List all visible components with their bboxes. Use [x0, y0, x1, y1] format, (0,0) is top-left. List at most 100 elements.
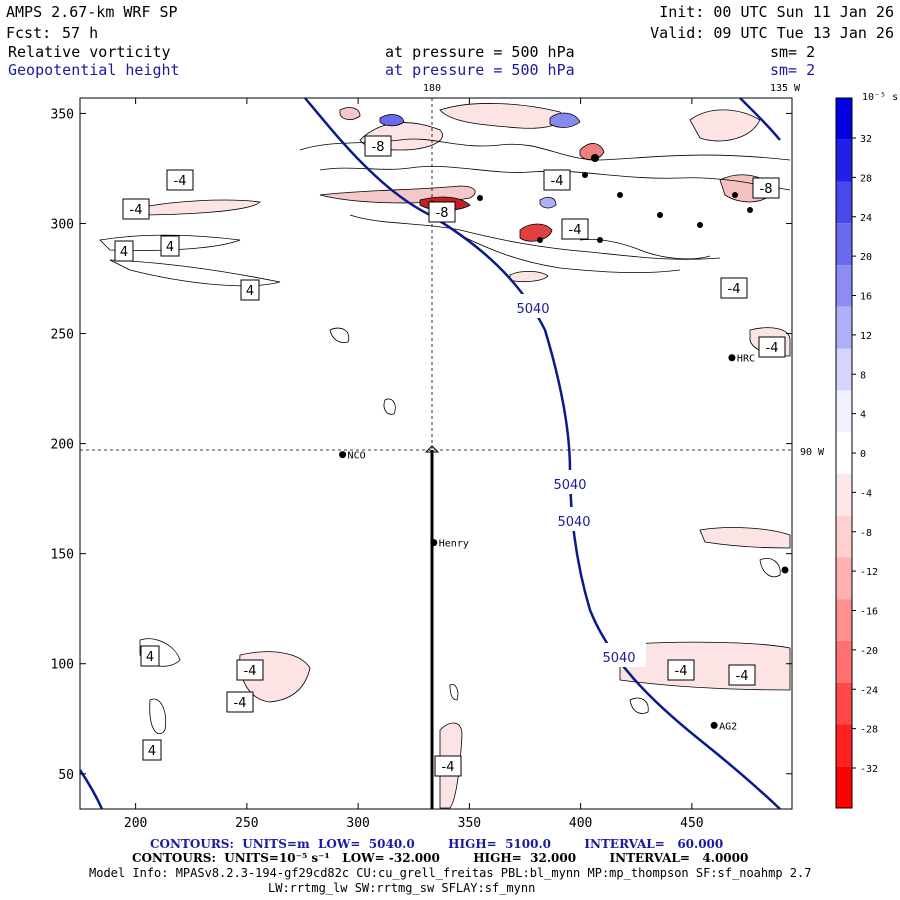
- field2-name: Geopotential height: [8, 61, 180, 79]
- vorticity-label-box: [240, 279, 260, 301]
- meridian-label-90w: 90 W: [800, 447, 825, 458]
- vorticity-label: 4: [120, 245, 128, 260]
- colorbar-swatch: [836, 766, 852, 808]
- colorbar-tick-label: -12: [860, 567, 878, 578]
- x-tick-label: 400: [569, 816, 592, 831]
- colorbar-tick-label: -24: [860, 685, 878, 696]
- model-title: AMPS 2.67-km WRF SP: [6, 3, 178, 21]
- colorbar-swatch: [836, 432, 852, 474]
- height-contour-5040: [304, 97, 781, 810]
- colorbar-swatch: [836, 181, 852, 224]
- y-tick-label: 200: [51, 438, 74, 453]
- y-tick-label: 50: [58, 768, 74, 783]
- colorbar-swatch: [836, 139, 852, 182]
- colorbar-tick-label: -28: [860, 725, 878, 736]
- colorbar-tick-label: -32: [860, 764, 878, 775]
- colorbar-tick-label: 4: [860, 410, 866, 421]
- pole-marker-icon: [424, 445, 440, 453]
- colorbar-tick-label: 16: [860, 292, 872, 303]
- station-marker: [710, 721, 718, 729]
- y-tick-label: 250: [51, 328, 74, 343]
- vorticity-label-box: [561, 218, 589, 240]
- x-tick-label: 450: [680, 816, 703, 831]
- vorticity-label-box: [758, 336, 786, 358]
- vorticity-label: -4: [130, 203, 143, 218]
- init-time: Init: 00 UTC Sun 11 Jan 26: [659, 3, 894, 21]
- height-contour-5040-right: [739, 97, 781, 141]
- y-tick-label: 100: [51, 658, 74, 673]
- colorbar-swatch: [836, 265, 852, 307]
- vorticity-label-box: [114, 240, 134, 262]
- vorticity-label: -8: [760, 182, 773, 197]
- height-label: 5040: [516, 302, 549, 317]
- vorticity-label: -4: [551, 174, 564, 189]
- plot-area: 5040 5040 5040 5040 -8 -8 -8 -4 -4 -4 -4 -4 -4 -4…: [78, 97, 793, 810]
- vorticity-label-box: [543, 169, 571, 191]
- height-label: 5040: [557, 515, 590, 530]
- station-label: NCO: [348, 451, 366, 462]
- colorbar-swatch: [836, 98, 852, 140]
- vorticity-label: -4: [736, 669, 749, 684]
- vorticity-label: -4: [442, 760, 455, 775]
- y-tick-label: 300: [51, 217, 74, 232]
- colorbar-swatch: [836, 473, 852, 516]
- vorticity-label: 4: [146, 650, 154, 665]
- station-label: HRC: [737, 354, 755, 365]
- vorticity-label-box: [166, 169, 194, 191]
- colorbar-tick-label: 0: [860, 449, 866, 460]
- colorbar-swatch: [836, 599, 852, 641]
- vorticity-label-box: [434, 755, 462, 777]
- vorticity-label: -8: [436, 206, 449, 221]
- colorbar-tick-label: 24: [860, 213, 872, 224]
- vorticity-labels: -8 -8 -8 -4 -4 -4 -4 -4 -4 -4 -4 -4 -4 -4 4 4 4 4 4: [114, 135, 786, 777]
- meridian-label-135w: 135 W: [770, 83, 801, 94]
- colorbar-swatch: [836, 557, 852, 600]
- footer-model-info: Model Info: MPASv8.2.3-194-gf29cd82c CU:…: [89, 866, 811, 880]
- vorticity-label-box: [667, 659, 695, 681]
- stations: NCO Henry HRC AG2: [339, 354, 755, 732]
- station-label: AG2: [719, 721, 737, 732]
- field1-level: at pressure = 500 hPa: [385, 43, 575, 61]
- vorticity-label: 4: [246, 284, 254, 299]
- valid-time: Valid: 09 UTC Tue 13 Jan 26: [650, 24, 894, 42]
- edge-station-marker: [781, 566, 789, 574]
- colorbar-swatch: [836, 223, 852, 266]
- vorticity-label: -4: [174, 174, 187, 189]
- station-marker: [728, 354, 736, 362]
- vorticity-label-box: [122, 198, 150, 220]
- colorbar-swatch: [836, 390, 852, 433]
- meridian-label-180: 180: [423, 83, 441, 94]
- vorticity-label: -8: [372, 140, 385, 155]
- colorbar-tick-label: -4: [860, 488, 872, 499]
- colorbar-tick-label: 12: [860, 331, 872, 342]
- x-axis: 200 250 300 350 400 450: [124, 98, 704, 831]
- vorticity-label-box: [236, 659, 264, 681]
- colorbar-tick-label: 32: [860, 134, 872, 145]
- forecast-value: 57 h: [62, 24, 98, 42]
- colorbar-swatch: [836, 682, 852, 725]
- x-tick-label: 200: [124, 816, 147, 831]
- vorticity-label: 4: [148, 744, 156, 759]
- vorticity-label: -4: [569, 223, 582, 238]
- vorticity-maxima: [477, 154, 753, 243]
- y-axis: 50 100 150 200 250 300 350: [51, 107, 792, 783]
- station-marker: [339, 451, 347, 459]
- vorticity-label-box: [720, 277, 748, 299]
- vorticity-label: -4: [234, 696, 247, 711]
- colorbar: 32 28 24 20 16 12 8 4 0 -4 -8 -12 -16 -20 -24 -28 -32: [835, 97, 878, 809]
- height-labels: 5040 5040 5040 5040: [506, 294, 646, 667]
- x-tick-label: 250: [235, 816, 258, 831]
- colorbar-tick-label: 8: [860, 370, 866, 381]
- vorticity-label: -4: [244, 664, 257, 679]
- x-tick-label: 350: [458, 816, 481, 831]
- colorbar-tick-label: 28: [860, 173, 872, 184]
- y-tick-label: 350: [51, 107, 74, 122]
- forecast-label: Fcst:: [6, 24, 51, 42]
- vorticity-label: 4: [166, 240, 174, 255]
- height-label: 5040: [553, 478, 586, 493]
- colorbar-tick-label: -8: [860, 528, 872, 539]
- y-tick-label: 150: [51, 548, 74, 563]
- field1-name: Relative vorticity: [8, 43, 171, 61]
- colorbar-swatch: [836, 348, 852, 391]
- colorbar-swatch: [836, 515, 852, 558]
